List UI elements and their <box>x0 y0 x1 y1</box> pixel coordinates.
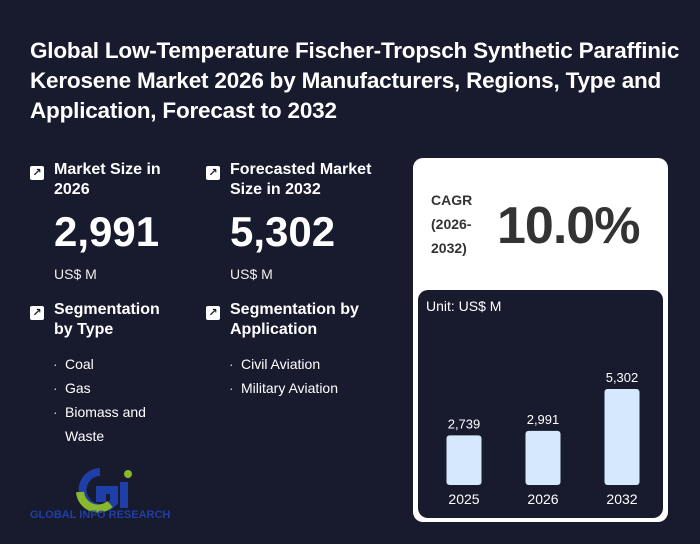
arrow-up-right-icon: ↗ <box>30 306 44 320</box>
x-tick-label: 2026 <box>527 491 558 507</box>
seg-app-block: ↗ Segmentation by Application Civil Aviat… <box>206 300 376 400</box>
bar-chart: Unit: US$ M 2,739 2025 2,991 2026 5,302 2032 <box>418 290 663 518</box>
x-tick-label: 2025 <box>448 491 479 507</box>
forecast-label: Forecasted Market Size in 2032 <box>230 161 372 198</box>
bar-value-label: 2,739 <box>448 416 481 431</box>
list-item: Civil Aviation <box>229 352 376 376</box>
cagr-card: CAGR (2026-2032) 10.0% Unit: US$ M 2,739… <box>413 158 668 522</box>
list-item: Military Aviation <box>229 376 376 400</box>
arrow-up-right-icon: ↗ <box>206 166 220 180</box>
chart-svg: 2,739 2025 2,991 2026 5,302 2032 <box>446 370 640 507</box>
bar-value-label: 2,991 <box>527 412 560 427</box>
cagr-label: CAGR (2026-2032) <box>431 192 473 256</box>
cagr-value: 10.0% <box>497 197 640 255</box>
seg-type-block: ↗ Segmentation by Type Coal Gas Biomass a… <box>30 300 180 448</box>
bar-2025 <box>446 435 482 485</box>
logo: GLOBAL INFO RESEARCH <box>30 468 180 525</box>
forecast-block: ↗ Forecasted Market Size in 2032 5,302 US… <box>206 160 406 282</box>
page-title: Global Low-Temperature Fischer-Tropsch S… <box>30 38 680 123</box>
svg-text:GLOBAL INFO RESEARCH: GLOBAL INFO RESEARCH <box>30 509 170 520</box>
bar-value-label: 5,302 <box>606 370 639 385</box>
seg-type-label: Segmentation by Type <box>54 301 160 338</box>
arrow-up-right-icon: ↗ <box>30 166 44 180</box>
list-item: Biomass and Waste <box>53 400 160 448</box>
forecast-value: 5,302 <box>230 208 336 255</box>
market-size-value: 2,991 <box>54 208 160 255</box>
bar-2032 <box>604 389 640 485</box>
chart-unit-label: Unit: US$ M <box>426 298 502 314</box>
bar-2026 <box>525 430 561 485</box>
arrow-up-right-icon: ↗ <box>206 306 220 320</box>
forecast-unit: US$ M <box>230 266 273 282</box>
list-item: Coal <box>53 352 160 376</box>
market-size-unit: US$ M <box>54 266 97 282</box>
seg-app-label: Segmentation by Application <box>230 301 359 338</box>
x-tick-label: 2032 <box>606 491 637 507</box>
market-size-label: Market Size in 2026 <box>54 161 161 198</box>
market-size-block: ↗ Market Size in 2026 2,991 US$ M <box>30 160 190 282</box>
list-item: Gas <box>53 376 160 400</box>
